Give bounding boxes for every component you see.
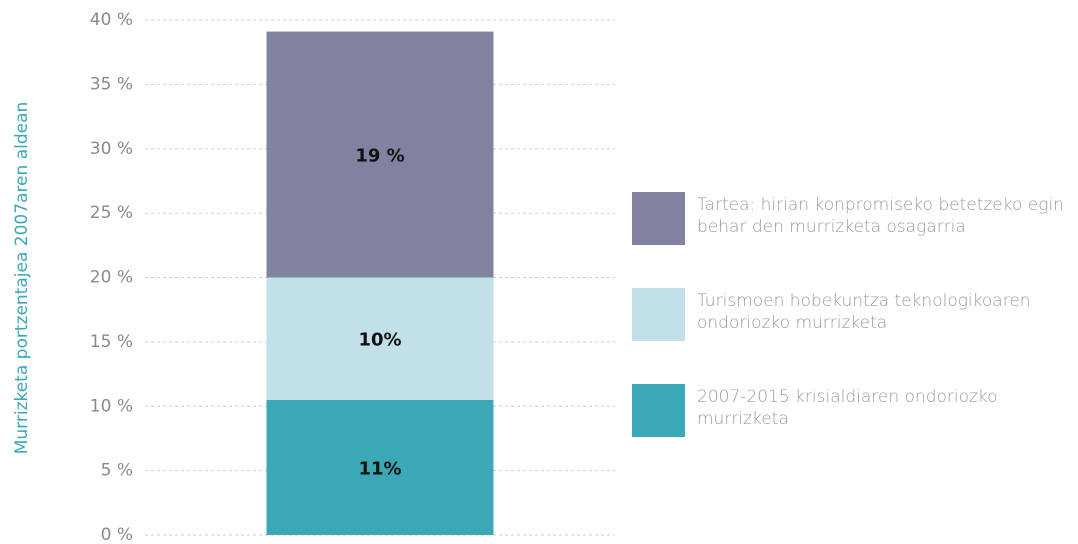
y-tick-label: 0 % <box>101 525 133 544</box>
data-label: 10% <box>358 330 401 351</box>
bar-segment <box>266 399 494 535</box>
data-label: 11% <box>358 458 401 479</box>
bar-segment <box>266 31 494 278</box>
y-tick-label: 30 % <box>90 139 133 159</box>
y-tick-label: 35 % <box>90 74 133 94</box>
bar-segment <box>266 277 494 400</box>
legend-swatch <box>632 192 685 245</box>
y-tick-label: 10 % <box>90 396 133 416</box>
y-tick-label: 20 % <box>90 268 133 288</box>
y-tick-label: 5 % <box>101 461 133 481</box>
legend-label: Tartea: hirian konpromiseko betetzeko eg… <box>697 195 1064 237</box>
legend-swatch <box>632 384 685 437</box>
y-tick-label: 15 % <box>90 332 133 352</box>
legend-swatch <box>632 288 685 341</box>
y-tick-label: 40 % <box>90 10 133 30</box>
legend-label: Turismoen hobekuntza teknologikoaren ond… <box>697 291 1031 333</box>
y-tick-label: 25 % <box>90 203 133 223</box>
y-axis-label: Murrizketa portzentajea 2007aren aldean <box>12 102 32 455</box>
legend-label: 2007-2015 krisialdiaren ondoriozko murri… <box>697 387 998 429</box>
data-label: 19 % <box>355 146 404 167</box>
